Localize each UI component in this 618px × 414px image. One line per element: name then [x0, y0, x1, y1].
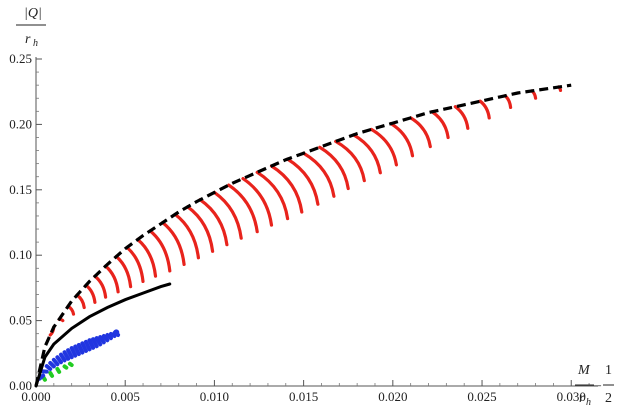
x-axis-label-denominator-left-subscript: h [586, 397, 591, 408]
y-axis-label-denominator: r [25, 32, 31, 47]
green-strand [50, 373, 52, 376]
x-axis-label-numerator-left: M [577, 363, 591, 378]
blue-strand [61, 355, 65, 361]
red-strand [455, 107, 468, 129]
green-strand [70, 364, 72, 365]
y-axis-label-denominator-subscript: h [33, 38, 38, 49]
red-strand [95, 276, 106, 297]
red-strand [320, 147, 349, 188]
blue-strand [47, 366, 51, 369]
x-tick-label: 0.005 [111, 389, 140, 404]
y-tick-label: 0.00 [9, 378, 32, 393]
red-strand [175, 214, 198, 257]
x-axis-label: M r h – 1 2 [575, 363, 614, 408]
red-strand [336, 141, 365, 180]
blue-strand [50, 363, 54, 366]
green-strand [65, 366, 67, 367]
y-tick-label: 0.05 [9, 313, 32, 328]
y-axis-label-numerator: |Q| [24, 6, 42, 21]
red-strand [116, 257, 130, 287]
red-strand [304, 153, 334, 196]
x-axis-label-denominator-left: r [579, 391, 585, 406]
x-tick-label: 0.020 [378, 389, 407, 404]
red-strand [188, 207, 213, 252]
x-axis-label-minus: – [593, 378, 602, 393]
red-strand [354, 135, 381, 173]
red-strand [86, 285, 95, 302]
red-strand [391, 124, 413, 156]
red-strand [505, 96, 510, 108]
red-strand [77, 295, 84, 307]
y-axis-label: |Q| r h [16, 6, 46, 49]
y-tick-label: 0.10 [9, 247, 32, 262]
y-tick-label: 0.20 [9, 116, 32, 131]
y-tick-label: 0.15 [9, 182, 32, 197]
dashed-envelope-curve [36, 85, 571, 386]
red-strand [411, 118, 431, 147]
x-tick-label: 0.010 [200, 389, 229, 404]
blue-strand-cap [113, 329, 119, 335]
y-tick-label: 0.25 [9, 51, 32, 66]
blue-strand [57, 357, 61, 362]
red-strand [106, 266, 119, 292]
blue-strand [54, 360, 58, 364]
x-axis-label-numerator-right: 1 [605, 363, 612, 378]
x-tick-label: 0.015 [289, 389, 318, 404]
x-axis-label-denominator-right: 2 [605, 391, 612, 406]
x-tick-label: 0.025 [467, 389, 496, 404]
red-strand [214, 192, 241, 238]
green-strand [57, 369, 59, 372]
red-strand [229, 185, 258, 232]
red-strand [432, 112, 448, 138]
red-strand [288, 159, 318, 204]
data-layer [36, 85, 571, 386]
red-strand [480, 101, 489, 118]
